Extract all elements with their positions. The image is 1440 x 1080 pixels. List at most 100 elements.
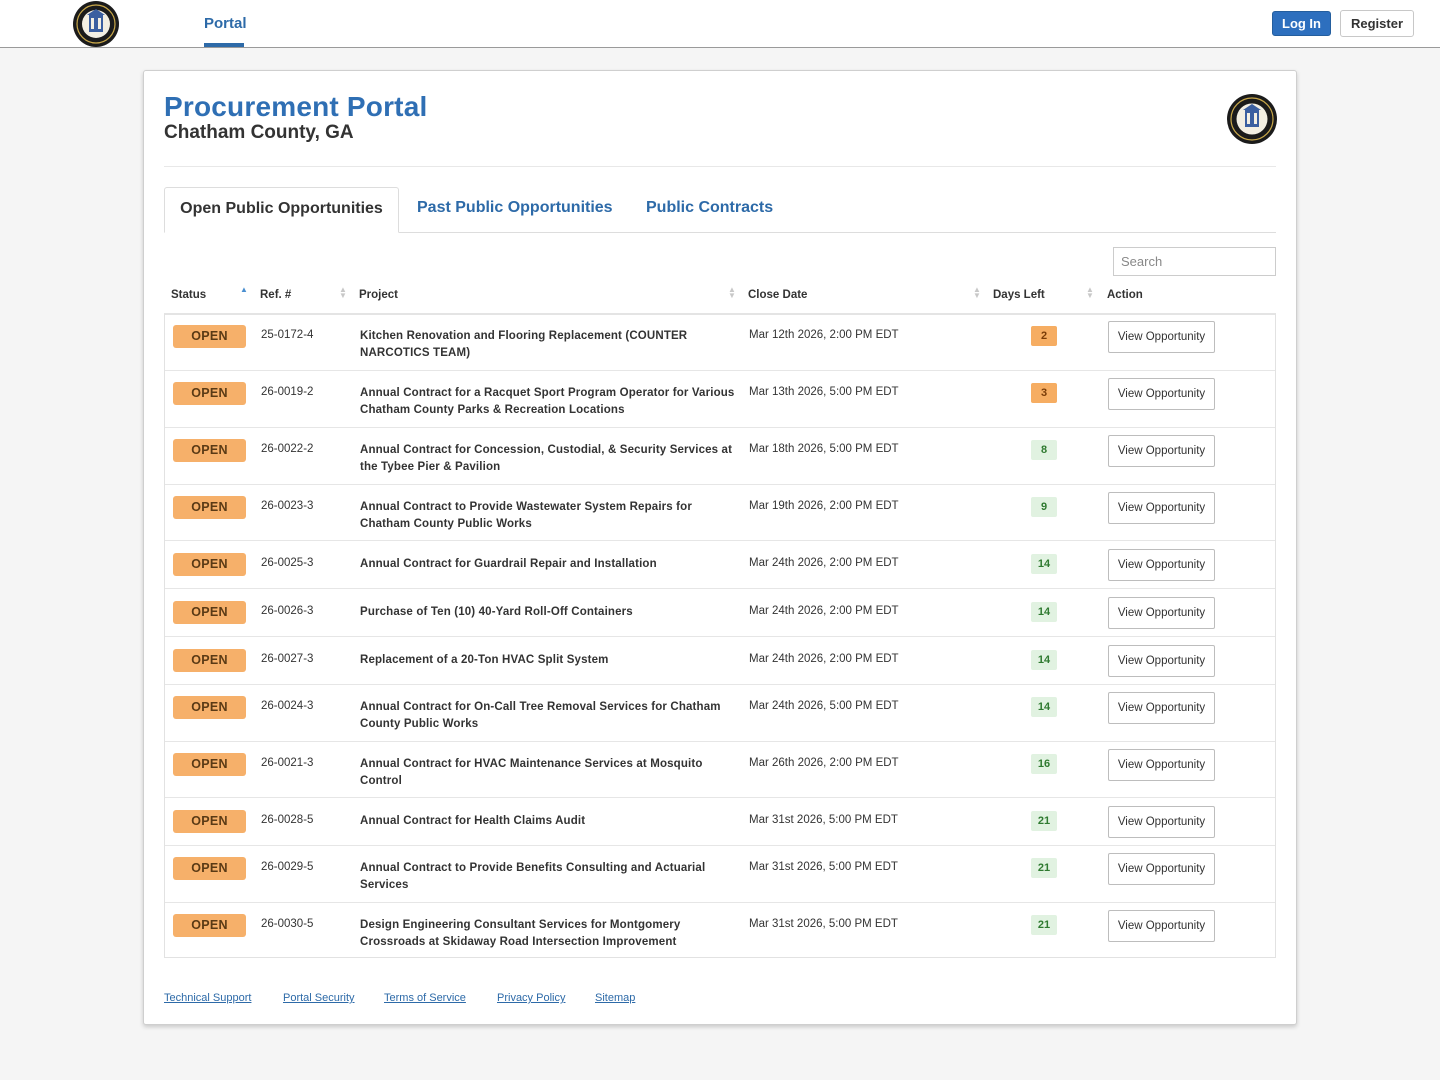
register-button[interactable]: Register [1340, 10, 1414, 37]
view-opportunity-button[interactable]: View Opportunity [1108, 492, 1215, 524]
tab-past-public-opportunities[interactable]: Past Public Opportunities [417, 199, 613, 216]
days-left-badge: 21 [1031, 915, 1057, 935]
table-row: OPEN 26-0022-2 Annual Contract for Concess… [165, 428, 1275, 485]
status-badge: OPEN [173, 753, 246, 776]
ref-number: 25-0172-4 [261, 329, 314, 341]
days-left-badge: 8 [1031, 440, 1057, 460]
sort-arrows-icon[interactable]: ▲ ▼ [728, 285, 736, 300]
view-opportunity-button[interactable]: View Opportunity [1108, 321, 1215, 353]
project-name: Annual Contract to Provide Benefits Cons… [360, 862, 706, 891]
column-header-project[interactable]: Project [359, 289, 398, 301]
ref-number: 26-0028-5 [261, 814, 314, 826]
days-left-badge: 9 [1031, 497, 1057, 517]
main-card: Procurement Portal Chatham County, GA Op… [143, 70, 1297, 1025]
view-opportunity-button[interactable]: View Opportunity [1108, 378, 1215, 410]
top-navbar: Portal Log In Register [0, 0, 1440, 48]
close-date: Mar 31st 2026, 5:00 PM EDT [749, 814, 898, 826]
status-badge: OPEN [173, 496, 246, 519]
project-name: Purchase of Ten (10) 40-Yard Roll-Off Co… [360, 606, 633, 618]
login-button[interactable]: Log In [1272, 11, 1331, 36]
close-date: Mar 24th 2026, 2:00 PM EDT [749, 605, 899, 617]
project-name: Design Engineering Consultant Services f… [360, 919, 681, 948]
ref-number: 26-0029-5 [261, 861, 314, 873]
sort-arrows-icon[interactable]: ▲ ▼ [973, 285, 981, 300]
page-title: Procurement Portal [164, 91, 428, 122]
table-row: OPEN 26-0030-5 Design Engineering Consulta… [165, 903, 1275, 958]
footer-link-technical-support[interactable]: Technical Support [164, 992, 252, 1004]
project-name: Annual Contract to Provide Wastewater Sy… [360, 501, 692, 530]
ref-number: 26-0023-3 [261, 500, 314, 512]
footer-link-terms-of-service[interactable]: Terms of Service [384, 992, 466, 1004]
ref-number: 26-0019-2 [261, 386, 314, 398]
search-input[interactable] [1113, 247, 1276, 276]
ref-number: 26-0026-3 [261, 605, 314, 617]
chatham-county-seal-icon[interactable] [71, 0, 121, 48]
view-opportunity-button[interactable]: View Opportunity [1108, 597, 1215, 629]
status-badge: OPEN [173, 601, 246, 624]
ref-number: 26-0030-5 [261, 918, 314, 930]
close-date: Mar 19th 2026, 2:00 PM EDT [749, 500, 899, 512]
column-header-close-date[interactable]: Close Date [748, 289, 808, 301]
divider [164, 166, 1276, 167]
close-date: Mar 31st 2026, 5:00 PM EDT [749, 861, 898, 873]
view-opportunity-button[interactable]: View Opportunity [1108, 645, 1215, 677]
page-subtitle: Chatham County, GA [164, 122, 354, 143]
close-date: Mar 26th 2026, 2:00 PM EDT [749, 757, 899, 769]
close-date: Mar 13th 2026, 5:00 PM EDT [749, 386, 899, 398]
project-name: Annual Contract for Guardrail Repair and… [360, 558, 657, 570]
status-badge: OPEN [173, 439, 246, 462]
close-date: Mar 24th 2026, 2:00 PM EDT [749, 557, 899, 569]
table-row: OPEN 26-0021-3 Annual Contract for HVAC Ma… [165, 742, 1275, 798]
project-name: Annual Contract for a Racquet Sport Prog… [360, 387, 735, 416]
chatham-county-seal-icon [1227, 94, 1277, 144]
table-row: OPEN 26-0023-3 Annual Contract to Provide … [165, 485, 1275, 541]
nav-tab-portal[interactable]: Portal [204, 15, 247, 32]
tab-open-public-opportunities[interactable]: Open Public Opportunities [164, 187, 399, 233]
status-badge: OPEN [173, 382, 246, 405]
table-row: OPEN 26-0024-3 Annual Contract for On-Call… [165, 685, 1275, 742]
table-row: OPEN 25-0172-4 Kitchen Renovation and Floo… [165, 314, 1275, 371]
days-left-badge: 21 [1031, 858, 1057, 878]
table-row: OPEN 26-0026-3 Purchase of Ten (10) 40-Yar… [165, 589, 1275, 637]
status-badge: OPEN [173, 810, 246, 833]
sort-arrows-icon[interactable]: ▲ [240, 285, 248, 294]
tab-public-contracts[interactable]: Public Contracts [646, 199, 774, 216]
status-badge: OPEN [173, 649, 246, 672]
column-header-action: Action [1107, 289, 1143, 301]
days-left-badge: 14 [1031, 602, 1057, 622]
close-date: Mar 12th 2026, 2:00 PM EDT [749, 329, 899, 341]
view-opportunity-button[interactable]: View Opportunity [1108, 749, 1215, 781]
column-header-ref[interactable]: Ref. # [260, 289, 292, 301]
days-left-badge: 14 [1031, 554, 1057, 574]
sort-arrows-icon[interactable]: ▲ ▼ [1086, 285, 1094, 300]
footer-link-sitemap[interactable]: Sitemap [595, 992, 636, 1004]
footer-link-portal-security[interactable]: Portal Security [283, 992, 355, 1004]
column-header-days-left[interactable]: Days Left [993, 289, 1045, 301]
ref-number: 26-0021-3 [261, 757, 314, 769]
view-opportunity-button[interactable]: View Opportunity [1108, 910, 1215, 942]
status-badge: OPEN [173, 553, 246, 576]
view-opportunity-button[interactable]: View Opportunity [1108, 692, 1215, 724]
view-opportunity-button[interactable]: View Opportunity [1108, 853, 1215, 885]
table-row: OPEN 26-0028-5 Annual Contract for Health … [165, 798, 1275, 846]
view-opportunity-button[interactable]: View Opportunity [1108, 435, 1215, 467]
status-badge: OPEN [173, 325, 246, 348]
ref-number: 26-0025-3 [261, 557, 314, 569]
table-row: OPEN 26-0029-5 Annual Contract to Provide … [165, 846, 1275, 903]
project-name: Replacement of a 20-Ton HVAC Split Syste… [360, 654, 609, 666]
column-header-status[interactable]: Status [171, 289, 207, 301]
footer-link-privacy-policy[interactable]: Privacy Policy [497, 992, 566, 1004]
project-name: Annual Contract for HVAC Maintenance Ser… [360, 758, 703, 787]
table-row: OPEN 26-0025-3 Annual Contract for Guardra… [165, 541, 1275, 589]
table-header: Status ▲ Ref. # ▲ ▼ Project ▲ ▼ Close Date… [164, 281, 1276, 315]
days-left-badge: 3 [1031, 383, 1057, 403]
table-row: OPEN 26-0027-3 Replacement of a 20-Ton HVA… [165, 637, 1275, 685]
project-name: Kitchen Renovation and Flooring Replacem… [360, 330, 688, 359]
days-left-badge: 2 [1031, 326, 1057, 346]
ref-number: 26-0024-3 [261, 700, 314, 712]
sort-arrows-icon[interactable]: ▲ ▼ [339, 285, 347, 300]
days-left-badge: 16 [1031, 754, 1057, 774]
status-badge: OPEN [173, 696, 246, 719]
view-opportunity-button[interactable]: View Opportunity [1108, 549, 1215, 581]
view-opportunity-button[interactable]: View Opportunity [1108, 806, 1215, 838]
